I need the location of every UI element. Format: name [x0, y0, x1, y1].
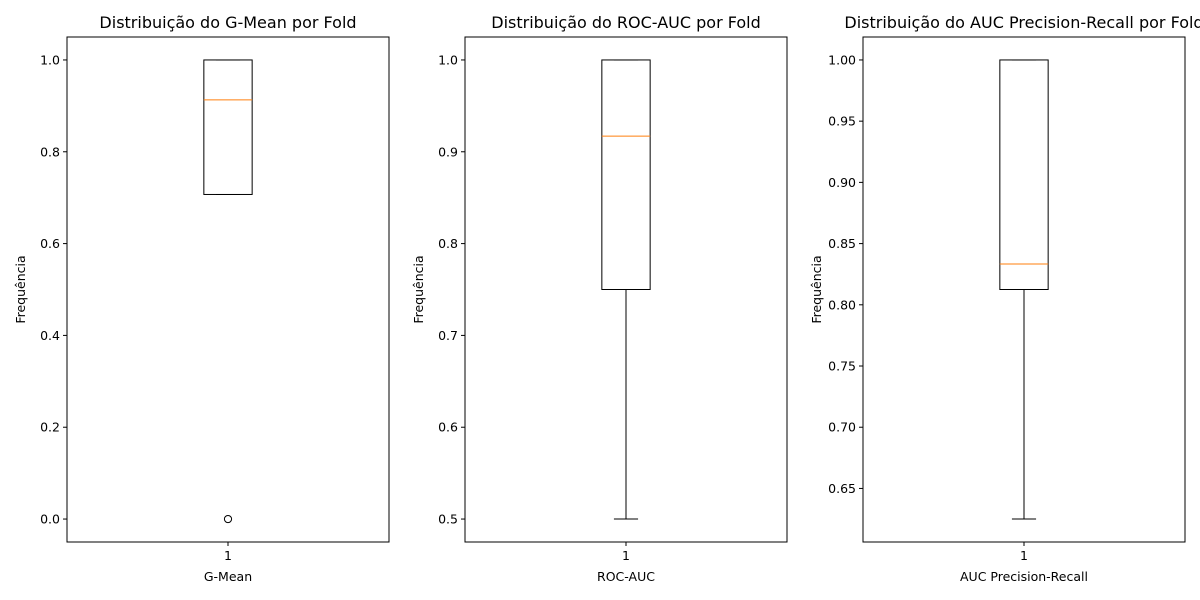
x-tick-label: 1 [622, 548, 630, 563]
iqr-box [999, 59, 1049, 290]
x-tick-label: 1 [224, 548, 232, 563]
y-axis-label: Frequência [809, 255, 824, 323]
iqr-box [203, 59, 253, 195]
y-tick-label: 0.85 [828, 236, 856, 251]
plot-frame [66, 36, 390, 543]
iqr-box [601, 59, 651, 290]
plot-frame [464, 36, 788, 543]
chart-panel-2: 0.5 0.6 0.7 0.8 0.9 1.0 1 Distribuição do ROC-A… [411, 13, 788, 584]
chart-title: Distribuição do ROC-AUC por Fold [491, 13, 761, 32]
y-tick-label: 0.90 [828, 175, 856, 190]
chart-title: Distribuição do G-Mean por Fold [99, 13, 356, 32]
y-axis-label: Frequência [13, 255, 28, 323]
y-tick-label: 0.7 [438, 328, 458, 343]
y-tick-label: 0.80 [828, 297, 856, 312]
y-tick-label: 0.5 [438, 512, 458, 527]
y-tick-label: 0.4 [40, 328, 60, 343]
chart-title: Distribuição do AUC Precision-Recall por… [844, 13, 1200, 32]
x-axis-label: AUC Precision-Recall [960, 569, 1088, 584]
y-tick-label: 0.8 [438, 236, 458, 251]
y-tick-label: 1.00 [828, 52, 856, 67]
y-tick-label: 0.70 [828, 420, 856, 435]
outlier-point [223, 514, 233, 524]
x-axis-label: ROC-AUC [597, 569, 655, 584]
chart-panel-3: 0.65 0.70 0.75 0.80 0.85 0.90 0.95 1.00 1 Distrib… [809, 13, 1200, 584]
y-tick-label: 0.0 [40, 512, 60, 527]
x-tick-label: 1 [1020, 548, 1028, 563]
y-tick-label: 0.9 [438, 144, 458, 159]
y-tick-label: 0.8 [40, 144, 60, 159]
y-tick-label: 1.0 [438, 52, 458, 67]
y-tick-label: 0.6 [438, 420, 458, 435]
chart-panel-1: 0.0 0.2 0.4 0.6 0.8 1.0 1 Distribuição do G-Mea… [13, 13, 390, 584]
y-tick-label: 0.65 [828, 481, 856, 496]
y-tick-label: 0.2 [40, 420, 60, 435]
y-tick-label: 0.95 [828, 114, 856, 129]
plot-frame [862, 36, 1186, 543]
y-tick-label: 0.6 [40, 236, 60, 251]
y-axis-label: Frequência [411, 255, 426, 323]
y-tick-label: 0.75 [828, 359, 856, 374]
x-axis-label: G-Mean [204, 569, 252, 584]
y-tick-label: 1.0 [40, 52, 60, 67]
